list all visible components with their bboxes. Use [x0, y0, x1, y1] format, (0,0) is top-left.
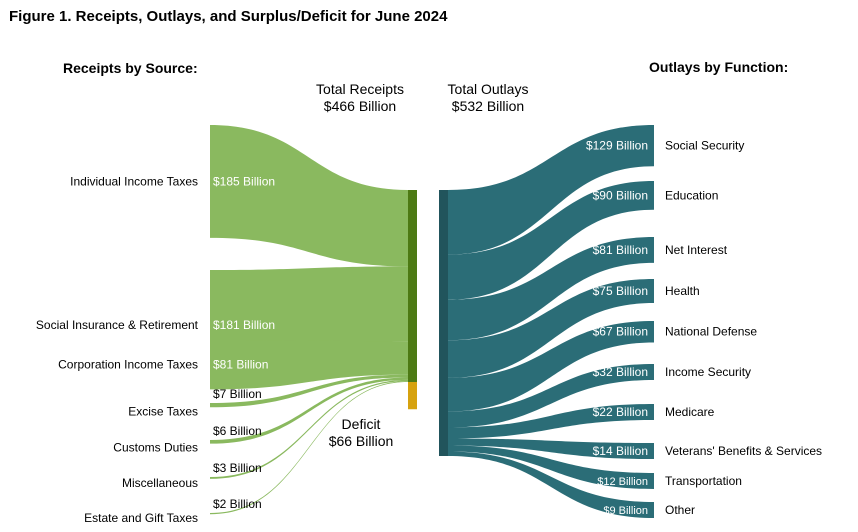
outlay-flow-education — [448, 181, 654, 300]
outlay-flow-national-defense — [448, 321, 654, 412]
outlay-name-net-interest: Net Interest — [665, 243, 728, 257]
receipt-value-individual-income-taxes: $185 Billion — [213, 174, 275, 188]
receipt-name-corporation-income-taxes: Corporation Income Taxes — [58, 358, 198, 372]
deficit-bar — [408, 382, 417, 410]
receipt-name-miscellaneous: Miscellaneous — [122, 476, 198, 490]
deficit-value: $66 Billion — [328, 433, 394, 449]
total-receipts-label: Total Receipts $466 Billion — [300, 81, 420, 115]
receipt-flow-excise-taxes — [210, 374, 408, 408]
outlay-flow-health — [448, 279, 654, 378]
receipt-name-estate-and-gift-taxes: Estate and Gift Taxes — [84, 511, 198, 525]
outlays-heading: Outlays by Function: — [649, 59, 789, 75]
receipt-flow-estate-and-gift-taxes — [210, 381, 408, 515]
total-outlays-title: Total Outlays — [447, 81, 529, 97]
receipt-name-individual-income-taxes: Individual Income Taxes — [70, 174, 198, 188]
outlay-name-veterans-benefits-services: Veterans' Benefits & Services — [665, 444, 822, 458]
receipt-value-social-insurance-retirement: $181 Billion — [213, 318, 275, 332]
outlay-value-medicare: $22 Billion — [593, 405, 648, 419]
outlay-flow-income-security — [448, 364, 654, 428]
receipt-name-social-insurance-retirement: Social Insurance & Retirement — [36, 318, 199, 332]
outlay-flow-net-interest — [448, 237, 654, 341]
outlay-name-transportation: Transportation — [665, 474, 742, 488]
outlay-name-medicare: Medicare — [665, 405, 715, 419]
receipt-value-corporation-income-taxes: $81 Billion — [213, 358, 268, 372]
receipt-flow-individual-income-taxes — [210, 125, 408, 267]
outlay-name-education: Education — [665, 188, 718, 202]
outlay-value-social-security: $129 Billion — [586, 139, 648, 153]
outlay-flow-transportation — [448, 445, 654, 489]
receipt-name-excise-taxes: Excise Taxes — [128, 404, 198, 418]
outlay-value-health: $75 Billion — [593, 284, 648, 298]
outlay-value-transportation: $12 Billion — [597, 476, 648, 488]
total-outlays-bar — [439, 190, 448, 456]
total-bars — [408, 190, 448, 456]
outlay-flow-medicare — [448, 404, 654, 439]
total-receipts-title: Total Receipts — [316, 81, 404, 97]
outlay-name-national-defense: National Defense — [665, 325, 757, 339]
deficit-title: Deficit — [341, 416, 381, 432]
outlay-value-education: $90 Billion — [593, 188, 648, 202]
total-receipts-value: $466 Billion — [323, 98, 397, 114]
total-receipts-bar — [408, 190, 417, 382]
outlay-value-income-security: $32 Billion — [593, 365, 648, 379]
outlay-value-national-defense: $67 Billion — [593, 325, 648, 339]
total-outlays-value: $532 Billion — [451, 98, 525, 114]
outlay-flows — [448, 125, 654, 518]
outlay-value-other: $9 Billion — [603, 505, 648, 517]
receipt-value-excise-taxes: $7 Billion — [213, 387, 262, 401]
outlay-flow-veterans-benefits-services — [448, 438, 654, 459]
receipt-flow-customs-duties — [210, 377, 408, 444]
outlay-value-veterans-benefits-services: $14 Billion — [593, 444, 648, 458]
receipt-value-miscellaneous: $3 Billion — [213, 461, 262, 475]
receipt-value-customs-duties: $6 Billion — [213, 424, 262, 438]
outlay-value-net-interest: $81 Billion — [593, 243, 648, 257]
deficit-label: Deficit $66 Billion — [322, 416, 400, 450]
outlay-name-social-security: Social Security — [665, 139, 744, 153]
total-outlays-label: Total Outlays $532 Billion — [428, 81, 548, 115]
flow-labels: Individual Income Taxes $185 Billion Socia… — [36, 139, 822, 526]
receipts-heading: Receipts by Source: — [63, 60, 198, 76]
outlay-flow-other — [448, 451, 654, 518]
chart-title: Figure 1. Receipts, Outlays, and Surplus… — [9, 8, 448, 25]
receipt-name-customs-duties: Customs Duties — [113, 441, 198, 455]
receipt-flow-corporation-income-taxes — [210, 340, 408, 390]
outlay-flow-social-security — [448, 125, 654, 255]
outlay-name-health: Health — [665, 284, 700, 298]
outlay-name-other: Other — [665, 503, 695, 517]
receipt-value-estate-and-gift-taxes: $2 Billion — [213, 497, 262, 511]
outlay-name-income-security: Income Security — [665, 365, 751, 379]
receipt-flows — [210, 125, 408, 515]
receipt-flow-miscellaneous — [210, 379, 408, 479]
